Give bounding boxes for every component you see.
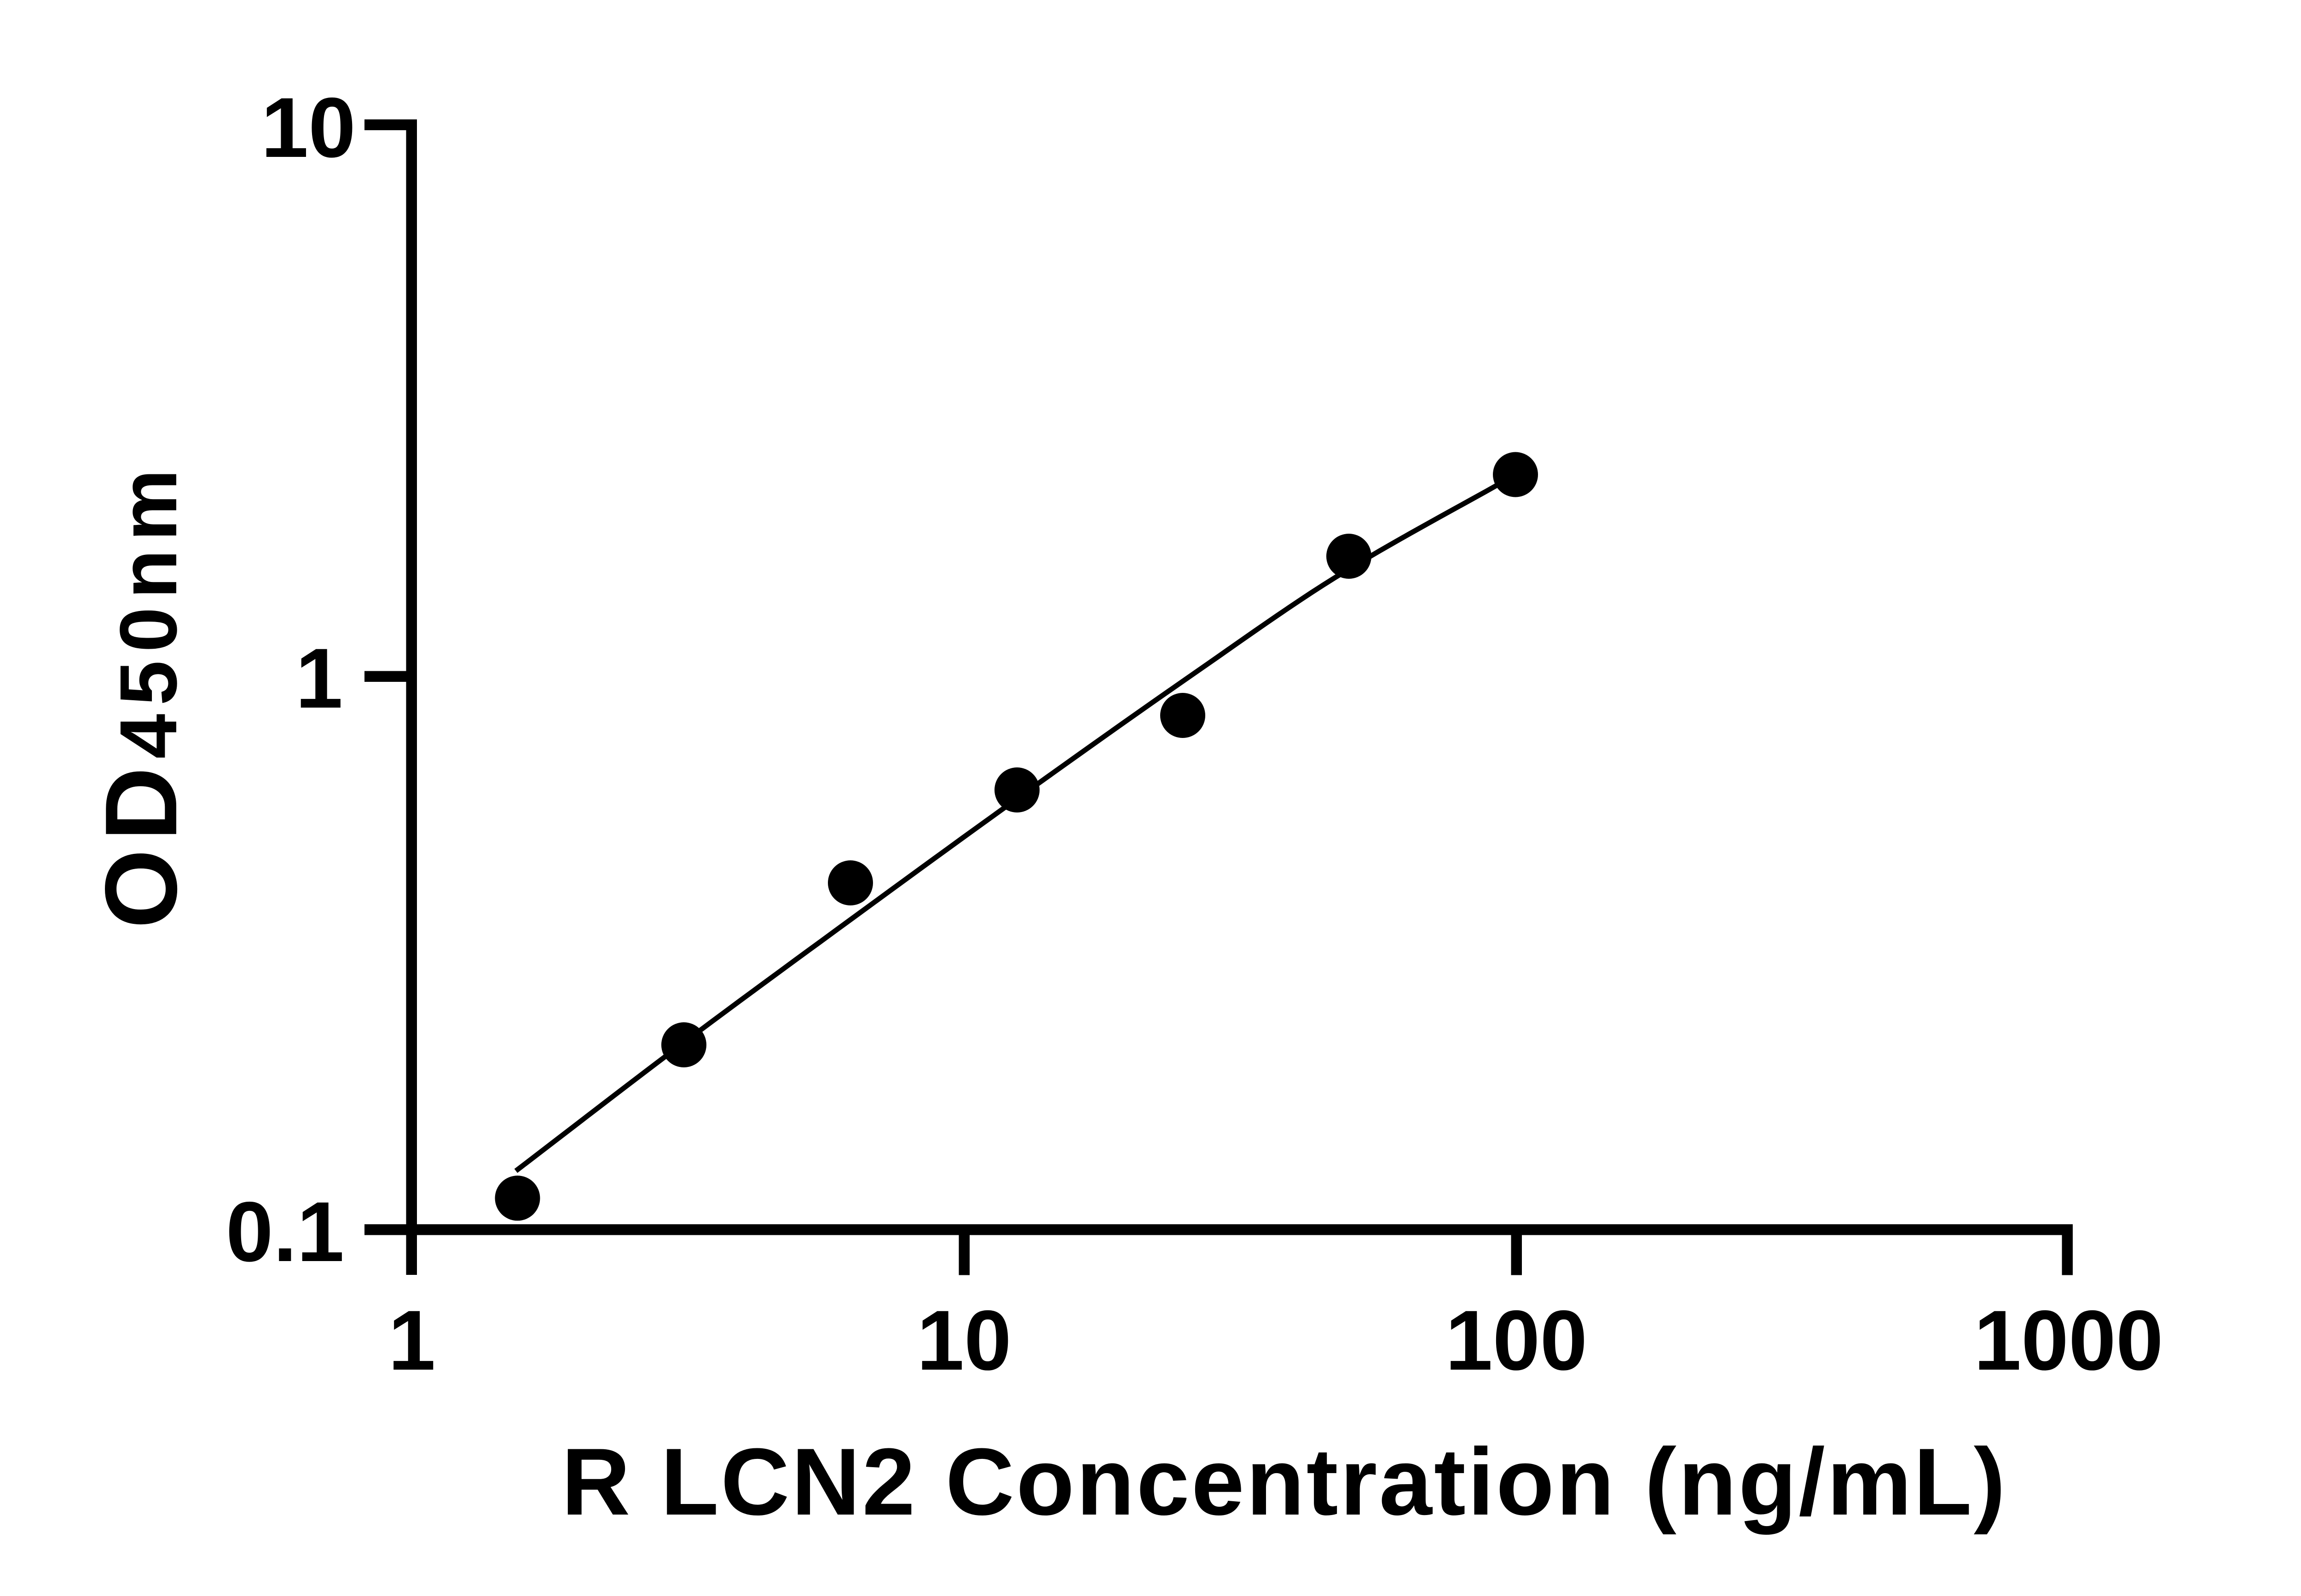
svg-text:1: 1 [388, 1293, 436, 1388]
svg-text:10: 10 [917, 1293, 1012, 1388]
svg-text:0.1: 0.1 [226, 1185, 344, 1279]
svg-text:100: 100 [1445, 1293, 1588, 1388]
svg-text:1000: 1000 [1974, 1293, 2163, 1388]
svg-text:R LCN2 Concentration (ng/mL): R LCN2 Concentration (ng/mL) [561, 1429, 2007, 1535]
svg-text:10: 10 [261, 81, 356, 175]
svg-text:1: 1 [295, 631, 343, 726]
svg-text:OD450nm: OD450nm [84, 461, 198, 929]
